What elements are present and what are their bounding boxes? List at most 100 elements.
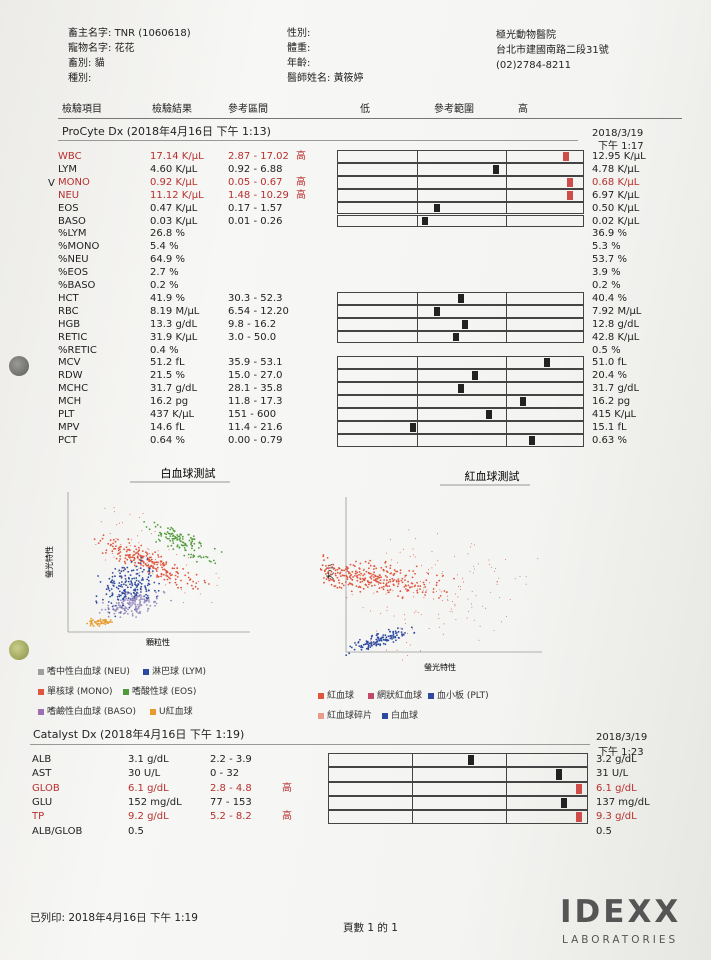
scatter-point <box>455 619 457 620</box>
range-divider <box>412 754 414 767</box>
legend-swatch <box>38 708 44 715</box>
scatter-point <box>137 592 139 595</box>
scatter-point <box>338 586 341 589</box>
rbc-xlabel: 螢光特性 <box>424 662 456 672</box>
scatter-point <box>394 569 396 571</box>
scatter-point <box>140 556 143 559</box>
scatter-point <box>210 560 212 563</box>
scatter-point <box>438 579 441 582</box>
scatter-point <box>407 589 410 592</box>
scatter-point <box>361 580 364 583</box>
scatter-point <box>390 636 393 639</box>
scatter-point <box>321 564 324 567</box>
scatter-point <box>203 579 206 582</box>
range-divider <box>505 434 507 446</box>
scatter-point <box>330 573 332 576</box>
scatter-point <box>155 559 157 561</box>
scatter-point <box>401 628 403 630</box>
scatter-point <box>404 632 406 634</box>
scatter-point <box>102 622 105 625</box>
scatter-point <box>135 594 138 597</box>
scatter-point <box>359 562 362 565</box>
scatter-point <box>415 538 417 540</box>
scatter-point <box>114 540 117 543</box>
scatter-point <box>178 546 181 549</box>
range-divider <box>417 305 419 317</box>
scatter-point <box>127 585 129 587</box>
scatter-point <box>139 594 142 596</box>
scatter-point <box>446 591 448 593</box>
scatter-point <box>409 586 411 589</box>
scatter-point <box>111 572 114 574</box>
scatter-point <box>428 569 429 570</box>
scatter-point <box>118 546 121 549</box>
scatter-point <box>396 585 399 588</box>
scatter-point <box>370 644 373 647</box>
scatter-point <box>146 552 148 555</box>
scatter-point <box>400 631 403 633</box>
scatter-point <box>187 553 190 556</box>
scatter-point <box>323 577 325 579</box>
scatter-point <box>367 571 370 574</box>
scatter-point <box>392 583 395 586</box>
scatter-point <box>124 612 126 614</box>
scatter-point <box>135 598 138 601</box>
scatter-point <box>107 542 110 545</box>
scatter-point <box>447 595 449 597</box>
scatter-point <box>141 598 144 601</box>
scatter-point <box>387 635 390 638</box>
scatter-point <box>148 528 151 531</box>
range-divider <box>417 151 419 162</box>
scatter-point <box>375 634 378 637</box>
scatter-point <box>130 599 133 602</box>
breed-label: 種別: <box>68 73 92 84</box>
scatter-point <box>176 567 179 569</box>
scatter-point <box>349 572 351 575</box>
range-divider <box>417 421 419 433</box>
scatter-point <box>474 568 476 570</box>
scatter-point <box>433 598 435 600</box>
previous-result: 16.2 pg <box>592 396 631 408</box>
scatter-point <box>411 576 414 579</box>
scatter-point <box>218 577 220 579</box>
scatter-point <box>117 602 120 605</box>
scatter-point <box>401 634 404 637</box>
scatter-point <box>138 603 141 605</box>
scatter-point <box>376 578 379 580</box>
reference-range: 77 - 153 <box>210 796 252 808</box>
scatter-point <box>118 560 121 562</box>
test-name: %BASO <box>58 280 96 291</box>
scatter-point <box>126 566 129 569</box>
range-divider <box>417 176 419 188</box>
scatter-point <box>122 522 123 524</box>
scatter-point <box>176 554 178 556</box>
result-marker <box>457 384 464 394</box>
scatter-point <box>144 599 147 602</box>
scatter-point <box>168 581 171 584</box>
scatter-point <box>124 574 127 577</box>
test-name: MCHC <box>58 383 89 395</box>
test-name: GLOB <box>32 782 60 794</box>
scatter-point <box>135 596 138 599</box>
scatter-point <box>384 575 387 577</box>
range-bar <box>328 781 588 796</box>
range-divider <box>505 331 507 343</box>
scatter-point <box>365 584 368 587</box>
scatter-point <box>384 634 387 637</box>
scatter-point <box>327 564 330 567</box>
scatter-point <box>405 588 407 590</box>
scatter-point <box>150 564 153 567</box>
result-marker <box>562 152 569 161</box>
scatter-point <box>130 569 133 572</box>
scatter-point <box>382 585 385 588</box>
scatter-point <box>336 576 339 579</box>
scatter-point <box>463 581 464 583</box>
range-divider <box>417 357 419 369</box>
scatter-point <box>119 572 121 575</box>
scatter-point <box>168 537 170 540</box>
scatter-point <box>113 580 115 583</box>
scatter-point <box>441 600 443 602</box>
scatter-point <box>197 581 199 582</box>
scatter-point <box>89 622 92 625</box>
scatter-point <box>386 589 389 592</box>
